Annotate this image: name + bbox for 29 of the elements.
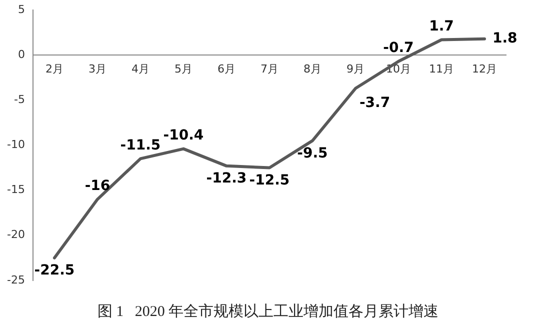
x-tick-label: 6月 [217,62,236,76]
text: 图 1 2020 年全市规模以上工业增加值各月累计增速 [96,302,440,321]
x-tick-label: 8月 [303,62,322,76]
data-label: -3.7 [359,95,390,112]
data-label: -9.5 [297,145,328,162]
y-tick-label: 0 [18,48,25,61]
x-tick-label: 12月 [472,62,497,76]
x-tick-label: 3月 [88,62,106,76]
x-tick-label: 4月 [131,62,150,76]
y-tick-label: 5 [18,2,25,16]
y-tick-label: -15 [7,183,25,196]
data-label: -12.3 [206,170,247,187]
data-label: 1.8 [492,30,518,46]
data-label: -22.5 [34,262,75,279]
x-tick-label: 2月 [45,62,64,76]
data-label: 1.7 [429,18,454,34]
x-tick-label: 7月 [260,62,278,76]
data-label: -16 [84,178,110,194]
data-label: -11.5 [120,137,161,154]
y-tick-label: -20 [7,228,25,242]
y-tick-label: -10 [7,138,25,152]
y-tick-label: -25 [7,273,25,286]
x-tick-label: 11月 [428,62,454,76]
data-label: -12.5 [249,172,290,188]
y-tick-label: -5 [14,92,25,106]
x-tick-label: 9月 [346,62,364,76]
data-label: -10.4 [163,127,204,144]
x-tick-label: 5月 [174,62,192,76]
data-label: -0.7 [383,40,414,56]
